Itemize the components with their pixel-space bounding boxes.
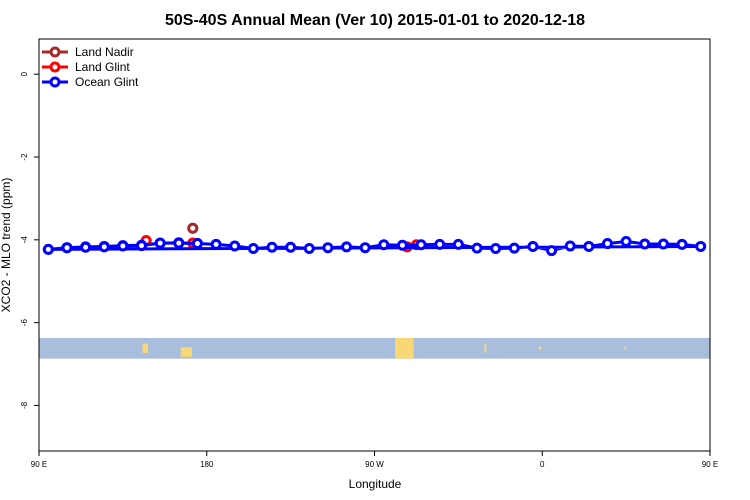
land-patch bbox=[484, 343, 487, 353]
legend-item-land-glint: Land Glint bbox=[42, 60, 130, 74]
data-point-ocean-glint bbox=[341, 241, 353, 253]
data-point-ocean-glint bbox=[61, 242, 73, 254]
data-point-ocean-glint bbox=[247, 243, 259, 255]
data-point-ocean-glint bbox=[322, 242, 334, 254]
ocean-strip bbox=[39, 337, 710, 359]
legend-marker bbox=[49, 61, 61, 73]
data-point-ocean-glint bbox=[415, 239, 427, 251]
data-point-ocean-glint bbox=[527, 240, 539, 252]
data-point-ocean-glint bbox=[229, 240, 241, 252]
data-point-ocean-glint bbox=[285, 241, 297, 253]
data-point-ocean-glint bbox=[154, 237, 166, 249]
data-point-ocean-glint bbox=[396, 239, 408, 251]
map-band bbox=[39, 337, 710, 359]
y-axis: 0 -2 -4 -6 -8 bbox=[20, 71, 39, 409]
data-point-land-nadir bbox=[187, 222, 199, 234]
data-point-ocean-glint bbox=[601, 238, 613, 250]
land-patch bbox=[142, 343, 148, 353]
land-patch bbox=[395, 337, 414, 359]
legend-label: Land Nadir bbox=[75, 45, 134, 59]
legend-item-ocean-glint: Ocean Glint bbox=[42, 75, 139, 89]
y-tick-label: -4 bbox=[20, 236, 29, 244]
data-point-ocean-glint bbox=[378, 239, 390, 251]
x-axis-label: Longitude bbox=[349, 477, 402, 491]
x-tick-label: 0 bbox=[540, 460, 545, 469]
data-point-ocean-glint bbox=[42, 243, 54, 255]
legend-label: Land Glint bbox=[75, 60, 130, 74]
series-land-nadir bbox=[187, 222, 199, 234]
y-tick-label: -8 bbox=[20, 401, 29, 409]
x-tick-label: 90 W bbox=[365, 460, 384, 469]
data-point-ocean-glint bbox=[695, 240, 707, 252]
data-point-ocean-glint bbox=[80, 241, 92, 253]
land-patch bbox=[538, 346, 541, 350]
data-point-ocean-glint bbox=[639, 238, 651, 250]
data-point-ocean-glint bbox=[266, 241, 278, 253]
data-point-ocean-glint bbox=[657, 238, 669, 250]
series-ocean-glint bbox=[42, 235, 707, 257]
data-point-ocean-glint bbox=[359, 242, 371, 254]
data-point-ocean-glint bbox=[136, 240, 148, 252]
y-tick-label: -6 bbox=[20, 319, 29, 327]
data-point-ocean-glint bbox=[508, 242, 520, 254]
x-tick-label: 90 E bbox=[31, 460, 47, 469]
legend-item-land-nadir: Land Nadir bbox=[42, 45, 134, 59]
y-axis-label: XCO2 - MLO trend (ppm) bbox=[0, 178, 13, 313]
data-point-ocean-glint bbox=[191, 238, 203, 250]
data-point-ocean-glint bbox=[173, 237, 185, 249]
data-point-ocean-glint bbox=[620, 235, 632, 247]
legend-marker bbox=[49, 46, 61, 58]
x-tick-label: 90 E bbox=[702, 460, 718, 469]
legend-marker bbox=[49, 76, 61, 88]
data-point-ocean-glint bbox=[210, 238, 222, 250]
land-patch bbox=[624, 346, 627, 350]
land-patch bbox=[180, 347, 192, 357]
data-point-ocean-glint bbox=[546, 245, 558, 257]
x-tick-label: 180 bbox=[200, 460, 214, 469]
y-tick-label: 0 bbox=[20, 71, 29, 76]
data-point-ocean-glint bbox=[564, 240, 576, 252]
legend-label: Ocean Glint bbox=[75, 75, 139, 89]
data-point-ocean-glint bbox=[434, 238, 446, 250]
data-point-ocean-glint bbox=[676, 238, 688, 250]
data-point-ocean-glint bbox=[471, 242, 483, 254]
y-tick-label: -2 bbox=[20, 153, 29, 161]
data-point-ocean-glint bbox=[117, 240, 129, 252]
data-point-ocean-glint bbox=[452, 238, 464, 250]
data-series bbox=[42, 222, 707, 257]
chart-title: 50S-40S Annual Mean (Ver 10) 2015-01-01 … bbox=[165, 12, 585, 29]
data-point-ocean-glint bbox=[490, 243, 502, 255]
data-point-ocean-glint bbox=[98, 241, 110, 253]
data-point-ocean-glint bbox=[303, 243, 315, 255]
data-point-ocean-glint bbox=[583, 240, 595, 252]
